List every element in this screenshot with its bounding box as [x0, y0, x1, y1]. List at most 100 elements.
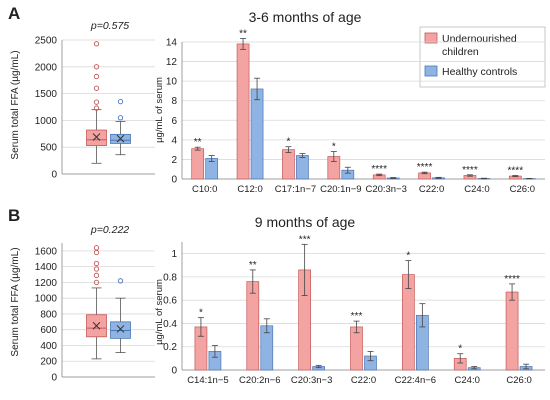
a-bar-category-label: C17:1n−7: [275, 184, 316, 195]
a-box-box-healthy: [110, 98, 131, 156]
b-box-ytick-label: 400: [40, 341, 57, 352]
a-bar-significance-mark: *: [286, 137, 290, 148]
ylabel-box-a: Serum total FFA (µg/mL): [10, 50, 21, 159]
pvalue-label-a: p=0.575: [90, 20, 129, 32]
a-bar-ytick-label: 2: [171, 155, 177, 166]
a-bar-bar-healthy: [250, 88, 264, 180]
b-box-box-healthy: [110, 278, 131, 353]
legend-label-undernourished-line2: children: [442, 46, 479, 58]
a-bar-significance-mark: ****: [417, 162, 433, 173]
b-bar-ytick-label: 0: [171, 366, 177, 377]
box-iqr: [86, 129, 107, 146]
b-bar-significance-mark: ***: [351, 311, 363, 322]
b-box-ytick-label: 800: [40, 309, 57, 320]
b-box-box-undernourished: [86, 245, 107, 360]
a-bar-category-label: C22:0: [419, 184, 444, 195]
a-box-box-undernourished: [86, 41, 107, 164]
box-mean-marker: [92, 321, 101, 330]
b-bar-ytick-label: 0.6: [163, 296, 177, 307]
outlier-point: [93, 64, 100, 70]
a-box-ytick-label: 2500: [35, 36, 58, 47]
b-bar-significance-mark: ***: [299, 234, 311, 245]
b-bar-category-label: C20:3n−3: [291, 375, 332, 386]
outlier-point: [93, 41, 100, 47]
outlier-point: [93, 73, 100, 80]
b-bar-category-label: C24:0: [455, 375, 480, 386]
b-bar-category-label: C14:1n−5: [187, 375, 228, 386]
ylabel-bar-a: µg/mL of serum: [154, 77, 165, 143]
b-box-ytick-label: 1000: [35, 294, 58, 305]
a-box-ytick-label: 1500: [35, 89, 58, 100]
a-bar-ytick-label: 6: [171, 116, 177, 127]
legend-swatch-healthy: [424, 65, 438, 77]
pvalue-label-b: p=0.222: [90, 224, 129, 236]
b-bar-significance-mark: *: [406, 251, 410, 262]
outlier-point: [117, 115, 124, 121]
legend-swatch-undernourished: [424, 32, 438, 44]
b-bar-ytick-label: 0.8: [163, 272, 177, 283]
b-bar-category-label: C22:4n−6: [395, 375, 436, 386]
b-box-ytick-label: 200: [40, 357, 57, 368]
box-mean-marker: [92, 133, 101, 141]
box-mean-marker: [116, 325, 125, 333]
a-bar-category-label: C20:1n−9: [320, 184, 361, 195]
a-bar-bar-undernourished: [236, 43, 250, 180]
outlier-point: [117, 98, 124, 105]
a-bar-category-label: C26:0: [510, 184, 535, 195]
a-bar-bar-undernourished: [282, 149, 295, 180]
a-box-ytick-label: 2000: [35, 62, 58, 73]
a-bar-significance-mark: *: [332, 142, 336, 153]
a-bar-ytick-label: 8: [171, 96, 177, 107]
outlier-point: [93, 260, 100, 267]
legend: Undernourished children Healthy controls: [419, 26, 546, 88]
b-box-ytick-label: 600: [40, 325, 57, 336]
a-bar-ytick-label: 10: [166, 77, 178, 88]
legend-label-healthy: Healthy controls: [442, 66, 517, 78]
b-bar-significance-mark: ****: [504, 274, 520, 285]
a-bar-significance-mark: ****: [462, 165, 478, 176]
b-bar-bar-undernourished: [350, 326, 363, 371]
a-box-ytick-label: 1000: [35, 116, 58, 127]
outlier-point: [93, 245, 100, 251]
b-bar-significance-mark: **: [249, 260, 257, 271]
a-bar-bar-healthy: [296, 155, 309, 180]
outlier-point: [117, 278, 124, 284]
a-bar-category-label: C12:0: [237, 184, 262, 195]
a-bar-ytick-label: 12: [166, 57, 178, 68]
a-bar-ytick-label: 0: [171, 175, 177, 186]
outlier-point: [93, 105, 100, 111]
chart-title-b: 9 months of age: [255, 214, 356, 230]
b-bar-significance-mark: *: [199, 308, 203, 319]
b-bar-category-label: C22:0: [351, 375, 376, 386]
a-bar-ytick-label: 4: [171, 135, 177, 146]
outlier-point: [93, 266, 100, 272]
a-bar-category-label: C24:0: [464, 184, 489, 195]
b-bar-category-label: C20:2n−6: [239, 375, 280, 386]
b-box-ytick-label: 1600: [35, 246, 58, 257]
b-box-ytick-label: 1200: [35, 278, 58, 289]
a-bar-category-label: C20:3n−3: [365, 184, 406, 195]
b-bar-bar-undernourished: [505, 291, 519, 371]
a-bar-bar-undernourished: [191, 148, 205, 180]
b-bar-category-label: C26:0: [506, 375, 531, 386]
panel-label-a: A: [8, 4, 20, 23]
a-box-ytick-label: 0: [51, 170, 57, 181]
outlier-point: [93, 85, 100, 91]
outlier-point: [93, 99, 100, 105]
b-bar-ytick-label: 1: [171, 249, 177, 260]
b-bar-ytick-label: 0.2: [163, 342, 177, 353]
b-box-ytick-label: 1400: [35, 262, 58, 273]
legend-label-undernourished: Undernourished: [442, 33, 517, 45]
a-bar-significance-mark: **: [194, 137, 202, 148]
a-bar-ytick-label: 14: [166, 38, 178, 49]
chart-title-a: 3-6 months of age: [249, 9, 362, 25]
ylabel-box-b: Serum total FFA (µg/mL): [10, 247, 21, 356]
panel-label-b: B: [8, 206, 20, 225]
b-box-ytick-label: 0: [51, 373, 57, 384]
a-bar-significance-mark: ****: [508, 165, 524, 176]
b-bar-ytick-label: 0.4: [163, 319, 177, 330]
a-box-ytick-label: 500: [40, 143, 57, 154]
outlier-point: [93, 272, 100, 278]
a-bar-significance-mark: ****: [371, 164, 387, 175]
